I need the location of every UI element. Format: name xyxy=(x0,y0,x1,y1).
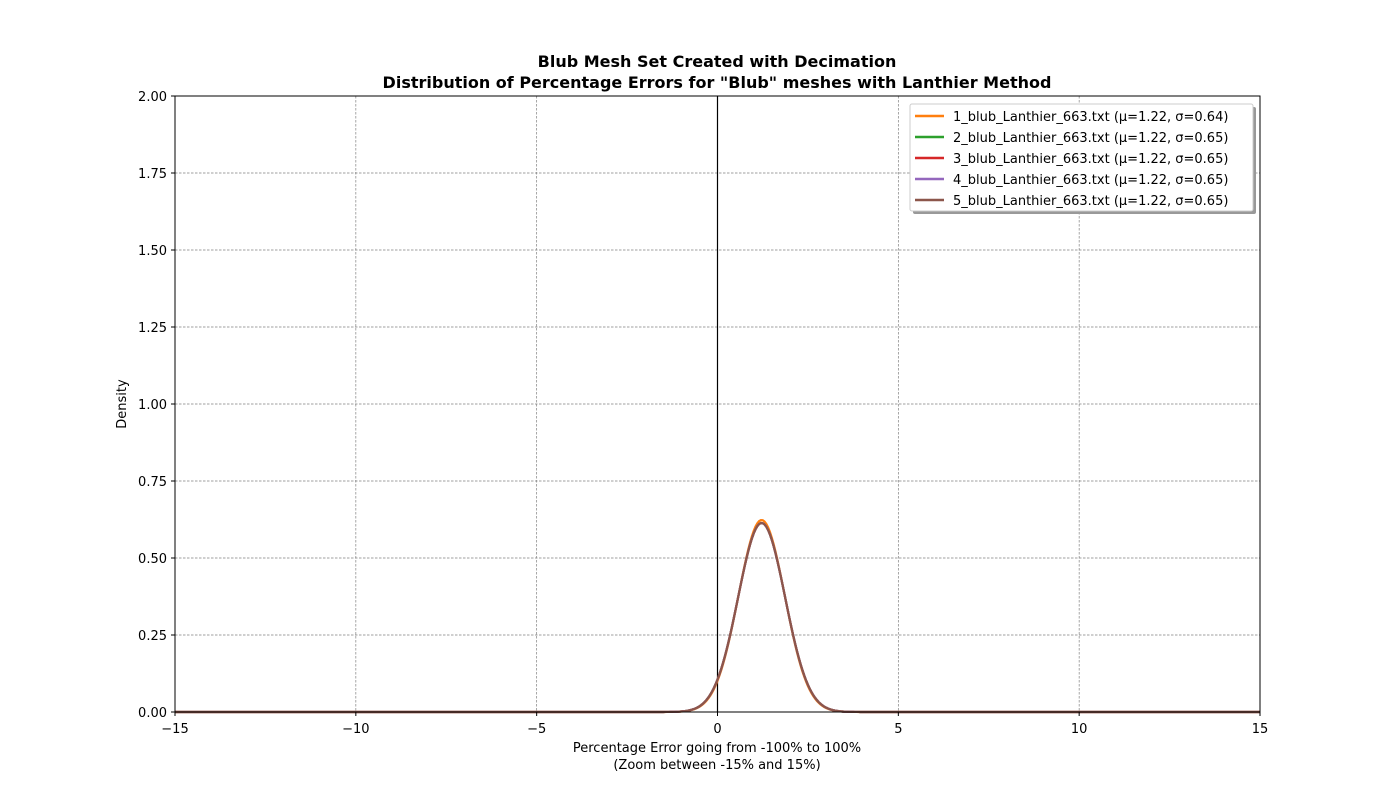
x-tick-label: −15 xyxy=(161,722,188,737)
x-axis-label: Percentage Error going from -100% to 100… xyxy=(573,741,861,756)
chart-title: Blub Mesh Set Created with Decimation xyxy=(538,52,897,71)
x-axis-ticks: −15 −10 −5 0 5 10 15 xyxy=(161,712,1268,737)
y-tick-label: 1.50 xyxy=(138,244,167,259)
legend-label-1: 1_blub_Lanthier_663.txt (μ=1.22, σ=0.64) xyxy=(953,110,1228,125)
x-tick-label: −5 xyxy=(527,722,546,737)
y-axis-ticks: 0.00 0.25 0.50 0.75 1.00 1.25 1.50 1.75 2.00 xyxy=(138,90,175,721)
legend-label-2: 2_blub_Lanthier_663.txt (μ=1.22, σ=0.65) xyxy=(953,131,1228,146)
legend-box xyxy=(909,103,1254,212)
y-tick-label: 0.50 xyxy=(138,552,167,567)
y-tick-label: 1.00 xyxy=(138,398,167,413)
y-tick-label: 1.25 xyxy=(138,321,167,336)
y-tick-label: 2.00 xyxy=(138,90,167,105)
x-tick-label: −10 xyxy=(342,722,369,737)
x-tick-label: 0 xyxy=(713,722,721,737)
legend: 1_blub_Lanthier_663.txt (μ=1.22, σ=0.64)… xyxy=(909,103,1256,214)
legend-label-3: 3_blub_Lanthier_663.txt (μ=1.22, σ=0.65) xyxy=(953,152,1228,167)
y-tick-label: 0.25 xyxy=(138,629,167,644)
legend-label-4: 4_blub_Lanthier_663.txt (μ=1.22, σ=0.65) xyxy=(953,173,1228,188)
legend-label-5: 5_blub_Lanthier_663.txt (μ=1.22, σ=0.65) xyxy=(953,194,1228,209)
x-tick-label: 10 xyxy=(1071,722,1088,737)
x-tick-label: 5 xyxy=(894,722,902,737)
x-tick-label: 15 xyxy=(1252,722,1269,737)
y-tick-label: 1.75 xyxy=(138,167,167,182)
y-axis-label: Density xyxy=(115,379,130,429)
chart-subtitle: Distribution of Percentage Errors for "B… xyxy=(383,73,1052,92)
x-axis-label-zoom: (Zoom between -15% and 15%) xyxy=(613,758,820,773)
y-tick-label: 0.00 xyxy=(138,706,167,721)
y-tick-label: 0.75 xyxy=(138,475,167,490)
